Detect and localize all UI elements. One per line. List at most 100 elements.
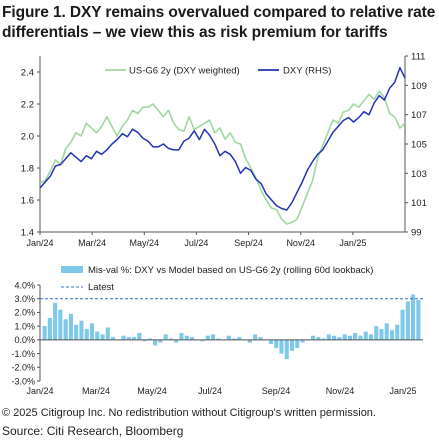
misval-bar xyxy=(258,337,263,340)
series-line-us-g6 xyxy=(39,90,406,225)
misval-bar xyxy=(58,309,63,340)
misval-bar xyxy=(89,323,94,340)
misval-bar xyxy=(353,333,358,340)
misval-bar xyxy=(121,335,126,340)
misval-bar xyxy=(284,339,289,360)
top-left-tick-label: 1.8 xyxy=(21,164,34,175)
misval-bar xyxy=(395,324,400,340)
misval-bar xyxy=(126,337,131,340)
misval-bar xyxy=(189,337,194,340)
misval-bar xyxy=(237,337,242,340)
bottom-y-tick-label: -2.0% xyxy=(11,363,35,373)
top-left-tick-label: 1.4 xyxy=(21,228,34,239)
top-left-tick-label: 2.0 xyxy=(21,132,34,143)
misval-bar xyxy=(363,331,368,340)
top-x-tick-label: Mar/24 xyxy=(78,238,106,248)
misval-bar xyxy=(268,339,273,344)
misval-bar xyxy=(47,317,52,340)
misval-bar xyxy=(416,300,421,340)
misval-bar xyxy=(405,301,410,340)
misval-bar xyxy=(358,335,363,340)
top-right-tick-label: 99 xyxy=(411,228,422,239)
misval-bar xyxy=(232,338,237,340)
top-left-tick-label: 1.6 xyxy=(21,196,34,207)
misval-bar xyxy=(300,339,305,343)
misval-bar xyxy=(332,335,337,340)
bottom-x-tick-label: Mar/24 xyxy=(82,386,110,396)
misval-bar xyxy=(400,309,405,340)
misval-bar xyxy=(253,334,258,340)
bottom-y-tick-label: 1.0% xyxy=(14,321,35,331)
misval-bar xyxy=(226,335,231,340)
misval-bar xyxy=(153,339,158,346)
misval-bar xyxy=(311,335,316,340)
legend-label-latest: Latest xyxy=(88,282,114,293)
misval-bar xyxy=(158,339,163,343)
misval-bar xyxy=(216,338,221,340)
misval-bar xyxy=(274,339,279,349)
misval-bar xyxy=(79,320,84,340)
misval-bar xyxy=(179,333,184,340)
misval-bar xyxy=(316,337,321,340)
misval-bar xyxy=(163,334,168,340)
top-x-tick-label: Jan/25 xyxy=(339,238,366,248)
misval-bar xyxy=(142,339,147,342)
misval-bar xyxy=(321,338,326,340)
misval-bar xyxy=(374,326,379,340)
bottom-y-tick-label: -3.0% xyxy=(11,376,35,386)
misval-bar xyxy=(42,326,47,340)
misval-bar xyxy=(200,339,205,342)
misval-bar xyxy=(137,333,142,340)
top-x-tick-label: Jan/24 xyxy=(26,238,53,248)
top-right-tick-label: 101 xyxy=(411,198,427,209)
top-left-tick-label: 2.2 xyxy=(21,100,34,111)
top-right-tick-label: 105 xyxy=(411,140,427,151)
bottom-x-tick-label: Jul/24 xyxy=(198,386,222,396)
misval-bar xyxy=(211,334,216,340)
misval-bar xyxy=(347,335,352,340)
top-right-tick-label: 103 xyxy=(411,169,427,180)
misval-bar xyxy=(95,331,100,340)
top-x-tick-label: May/24 xyxy=(130,238,160,248)
misval-bar xyxy=(147,338,152,340)
misval-bar xyxy=(205,335,210,340)
legend-label-misval: Mis-val %: DXY vs Model based on US-G6 2… xyxy=(88,265,373,276)
legend-label-us-g6: US-G6 2y (DXY weighted) xyxy=(129,66,240,77)
misval-bar xyxy=(53,302,58,340)
misval-bar xyxy=(411,294,416,340)
bottom-x-tick-label: Jan/24 xyxy=(26,386,53,396)
top-left-tick-label: 2.4 xyxy=(21,68,34,79)
misval-bar xyxy=(342,334,347,340)
misval-bar xyxy=(337,337,342,340)
bottom-x-tick-label: Jan/25 xyxy=(389,386,416,396)
top-x-tick-label: Jul/24 xyxy=(184,238,208,248)
bottom-y-tick-label: 0.0% xyxy=(14,335,35,345)
misval-bar xyxy=(184,335,189,340)
misval-bar xyxy=(174,339,179,343)
bottom-y-tick-label: -1.0% xyxy=(11,349,35,359)
bottom-x-tick-label: May/24 xyxy=(137,386,167,396)
source-note: Source: Citi Research, Bloomberg xyxy=(2,424,184,438)
top-right-tick-label: 109 xyxy=(411,81,427,92)
copyright-note: © 2025 Citigroup Inc. No redistribution … xyxy=(2,407,376,419)
bottom-y-tick-label: 4.0% xyxy=(14,280,35,290)
misval-bar xyxy=(100,334,105,340)
misval-bar xyxy=(379,328,384,340)
misval-bar xyxy=(168,338,173,340)
misval-bar xyxy=(368,334,373,340)
top-x-tick-label: Sep/24 xyxy=(234,238,263,248)
misval-bar xyxy=(279,339,284,354)
figure-title: Figure 1. DXY remains overvalued compare… xyxy=(2,4,436,41)
misval-bar xyxy=(63,319,68,340)
series-line-dxy xyxy=(39,66,406,211)
misval-bar xyxy=(111,337,116,340)
bottom-y-tick-label: 3.0% xyxy=(14,294,35,304)
misval-bar xyxy=(105,327,110,340)
legend-label-dxy: DXY (RHS) xyxy=(283,66,331,77)
misval-bar xyxy=(68,313,73,340)
misval-bar xyxy=(290,339,295,351)
misval-bar xyxy=(84,328,89,340)
misval-bar xyxy=(295,339,300,349)
misval-bar xyxy=(132,337,137,340)
